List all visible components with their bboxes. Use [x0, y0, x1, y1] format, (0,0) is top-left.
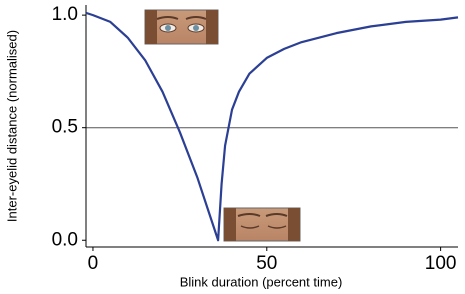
- page: {"chart_data": {"type": "line", "x_label…: [0, 0, 465, 294]
- x-axis-label: Blink duration (percent time): [180, 274, 343, 289]
- data-line: [86, 13, 458, 240]
- face-closed-eyes: [224, 208, 300, 241]
- x-tick-label: 100: [425, 253, 457, 274]
- x-tick-label: 50: [256, 253, 277, 274]
- y-tick-label: 1.0: [52, 4, 78, 25]
- y-tick-label: 0.5: [52, 117, 78, 138]
- x-tick-label: 0: [88, 253, 99, 274]
- face-open-eyes: [145, 10, 218, 44]
- y-tick-label: 0.0: [52, 229, 78, 250]
- chart: Blink duration (percent time) Inter-eyel…: [0, 0, 465, 294]
- y-axis-label: Inter-eyelid distance (normalised): [4, 30, 19, 222]
